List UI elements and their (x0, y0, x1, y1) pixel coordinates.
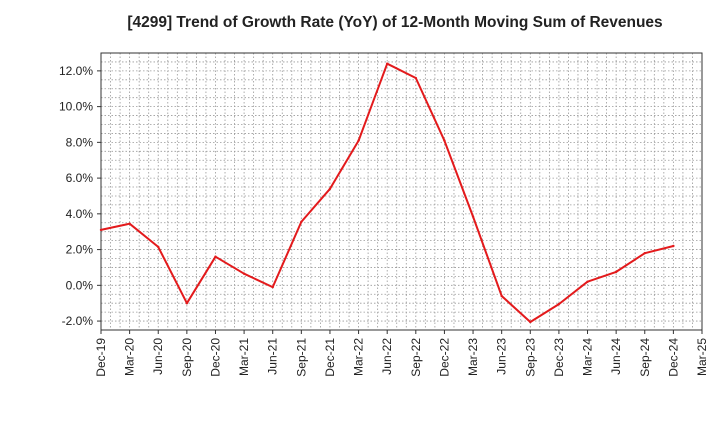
x-tick-label: Jun-21 (266, 338, 280, 375)
data-point (214, 255, 217, 258)
data-point (242, 272, 246, 275)
data-point (185, 301, 189, 305)
x-tick-label: Jun-23 (495, 338, 509, 375)
plot-frame (100, 52, 703, 331)
plot-area (101, 53, 702, 330)
y-tick-label: 12.0% (59, 64, 93, 78)
data-point (643, 251, 646, 255)
x-tick-label: Dec-23 (552, 338, 566, 377)
y-tick-label: 4.0% (66, 207, 94, 221)
x-tick-label: Sep-23 (523, 338, 537, 377)
data-point (385, 62, 389, 65)
x-tick-label: Mar-20 (123, 338, 137, 376)
y-tick-label: 8.0% (66, 135, 94, 149)
x-tick-label: Sep-22 (409, 338, 423, 377)
y-tick-label: 6.0% (66, 171, 94, 185)
x-tick-label: Dec-20 (208, 338, 222, 377)
x-tick-label: Dec-21 (323, 338, 337, 377)
data-point (500, 294, 503, 298)
y-tick-label: -2.0% (62, 314, 94, 328)
data-point (328, 187, 332, 191)
data-point (357, 139, 360, 142)
data-point (672, 244, 675, 248)
x-tick-label: Dec-19 (94, 338, 108, 377)
x-tick-label: Mar-23 (466, 338, 480, 376)
x-tick-label: Sep-20 (180, 338, 194, 377)
data-point (614, 270, 618, 274)
x-tick-label: Dec-22 (437, 338, 451, 377)
data-point (529, 320, 532, 324)
x-tick-label: Sep-24 (638, 338, 652, 377)
data-point (157, 245, 160, 249)
data-point (414, 76, 418, 80)
y-tick-label: 10.0% (59, 100, 93, 114)
data-point (99, 228, 103, 232)
x-tick-label: Jun-20 (151, 338, 165, 375)
data-point (471, 215, 475, 218)
data-point (557, 302, 561, 306)
y-tick-label: 2.0% (66, 243, 94, 257)
x-tick-label: Mar-25 (695, 338, 709, 376)
x-tick-label: Mar-22 (352, 338, 366, 376)
x-tick-label: Sep-21 (294, 338, 308, 377)
x-tick-label: Jun-22 (380, 338, 394, 375)
data-point (586, 280, 589, 283)
x-tick-label: Mar-24 (581, 338, 595, 376)
data-point (300, 220, 303, 224)
data-point (443, 139, 446, 142)
x-tick-label: Dec-24 (666, 338, 680, 377)
y-tick-label: 0.0% (66, 278, 94, 292)
chart-title: [4299] Trend of Growth Rate (YoY) of 12-… (127, 14, 663, 31)
data-point (128, 222, 131, 225)
data-point (271, 285, 274, 289)
x-tick-label: Mar-21 (237, 338, 251, 376)
x-tick-label: Jun-24 (609, 338, 623, 375)
